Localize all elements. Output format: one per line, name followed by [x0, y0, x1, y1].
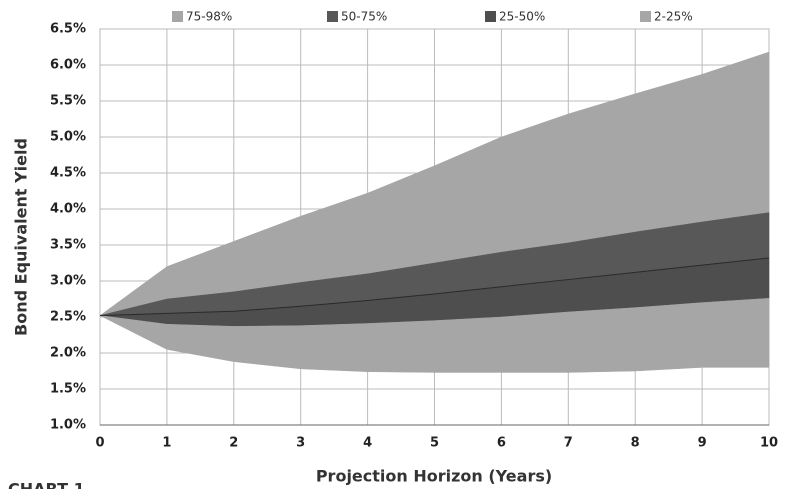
x-tick-label: 1 [162, 436, 171, 451]
x-tick-label: 10 [760, 436, 778, 451]
x-tick-label: 3 [296, 436, 305, 451]
legend-label: 25-50% [499, 10, 545, 24]
x-tick-label: 9 [698, 436, 707, 451]
x-tick-label: 8 [631, 436, 640, 451]
median-line [99, 257, 770, 317]
y-tick-label: 2.5% [50, 310, 86, 325]
caption: CHART 1 [8, 480, 85, 489]
x-tick-label: 6 [497, 436, 506, 451]
x-tick-label: 2 [229, 436, 238, 451]
y-tick-label: 6.5% [50, 22, 86, 37]
y-tick-label: 4.0% [50, 202, 86, 217]
y-tick-label: 3.5% [50, 238, 86, 253]
x-axis-title: Projection Horizon (Years) [316, 467, 552, 486]
legend-swatch [640, 11, 651, 22]
x-tick-label: 4 [363, 436, 372, 451]
y-tick-label: 1.5% [50, 382, 86, 397]
band [99, 298, 770, 373]
legend-swatch [172, 11, 183, 22]
y-tick-label: 2.0% [50, 346, 86, 361]
legend-swatch [485, 11, 496, 22]
y-tick-label: 6.0% [50, 58, 86, 73]
legend-swatch [327, 11, 338, 22]
x-tick-label: 5 [430, 436, 439, 451]
y-tick-label: 3.0% [50, 274, 86, 289]
legend-label: 2-25% [654, 10, 693, 24]
x-tick-label: 7 [564, 436, 573, 451]
y-tick-label: 1.0% [50, 418, 86, 433]
x-tick-label: 0 [95, 436, 104, 451]
y-tick-label: 5.0% [50, 130, 86, 145]
y-tick-label: 4.5% [50, 166, 86, 181]
legend-label: 50-75% [341, 10, 387, 24]
legend-label: 75-98% [186, 10, 232, 24]
y-axis-title: Bond Equivalent Yield [12, 138, 31, 336]
y-tick-label: 5.5% [50, 94, 86, 109]
